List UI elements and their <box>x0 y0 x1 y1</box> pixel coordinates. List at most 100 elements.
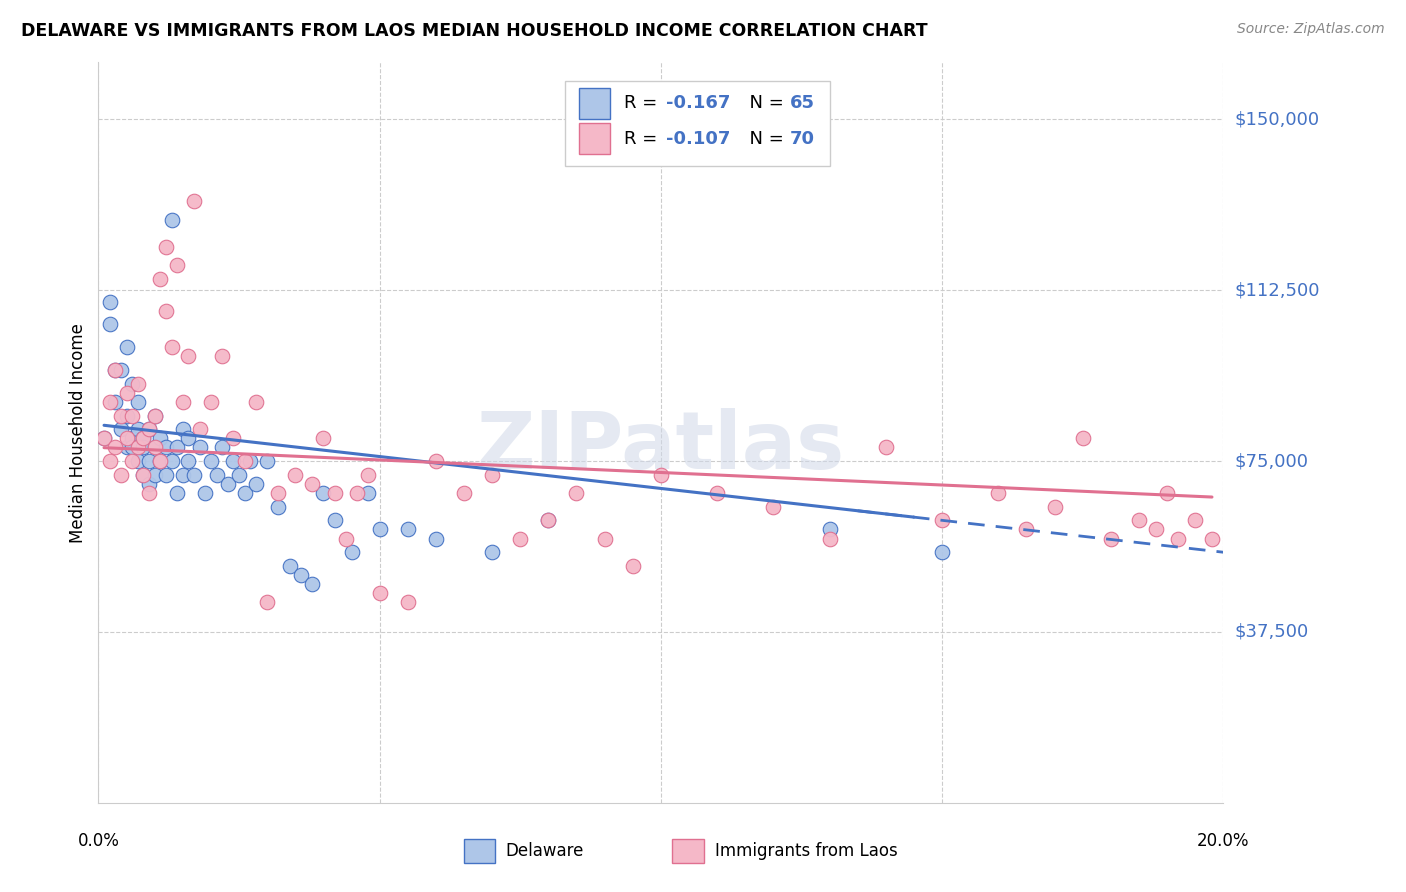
Point <box>132 431 155 445</box>
Point <box>166 441 188 455</box>
Text: $37,500: $37,500 <box>1234 623 1309 641</box>
Point <box>267 486 290 500</box>
Point <box>177 431 200 445</box>
Point <box>121 441 143 455</box>
Point <box>115 385 138 400</box>
Point <box>233 486 256 500</box>
Point <box>172 467 194 482</box>
Point <box>425 532 447 546</box>
Point <box>818 523 841 537</box>
Point <box>211 349 233 363</box>
Point <box>245 476 267 491</box>
Point <box>931 513 953 527</box>
Text: -0.107: -0.107 <box>666 129 731 148</box>
Text: 70: 70 <box>790 129 815 148</box>
Text: 0.0%: 0.0% <box>77 832 120 850</box>
Point <box>149 454 172 468</box>
Text: R =: R = <box>624 129 662 148</box>
Point <box>127 422 149 436</box>
Point <box>127 454 149 468</box>
Point <box>104 363 127 377</box>
Text: DELAWARE VS IMMIGRANTS FROM LAOS MEDIAN HOUSEHOLD INCOME CORRELATION CHART: DELAWARE VS IMMIGRANTS FROM LAOS MEDIAN … <box>21 22 928 40</box>
Point <box>987 486 1010 500</box>
Point <box>93 431 115 445</box>
Point <box>706 486 728 500</box>
Point <box>481 545 503 559</box>
Point <box>323 486 346 500</box>
Text: -0.167: -0.167 <box>666 95 731 112</box>
Text: $75,000: $75,000 <box>1234 452 1309 470</box>
FancyBboxPatch shape <box>672 839 703 863</box>
Point <box>200 454 222 468</box>
Point <box>312 431 335 445</box>
Point <box>931 545 953 559</box>
Point <box>323 513 346 527</box>
Point <box>357 486 380 500</box>
Point <box>228 467 250 482</box>
Text: Delaware: Delaware <box>506 842 583 860</box>
Point <box>357 467 380 482</box>
Point <box>115 409 138 423</box>
Y-axis label: Median Household Income: Median Household Income <box>69 323 87 542</box>
Point <box>267 500 290 514</box>
Text: $112,500: $112,500 <box>1234 281 1320 299</box>
Point <box>155 303 177 318</box>
Point <box>93 431 115 445</box>
Point <box>143 409 166 423</box>
Point <box>1099 532 1122 546</box>
Point <box>110 363 132 377</box>
Point <box>104 395 127 409</box>
Point <box>256 454 278 468</box>
Point <box>127 376 149 391</box>
Point <box>818 532 841 546</box>
Point <box>143 441 166 455</box>
Point <box>368 523 391 537</box>
Text: Immigrants from Laos: Immigrants from Laos <box>714 842 897 860</box>
Point <box>160 340 183 354</box>
Point <box>200 395 222 409</box>
Point <box>481 467 503 482</box>
Point <box>183 467 205 482</box>
Point <box>98 318 121 332</box>
Point <box>115 441 138 455</box>
Point <box>650 467 672 482</box>
Point <box>1156 486 1178 500</box>
Point <box>239 454 262 468</box>
Point <box>172 422 194 436</box>
Point <box>121 376 143 391</box>
Point <box>127 441 149 455</box>
Point <box>346 486 368 500</box>
Text: N =: N = <box>738 95 790 112</box>
Point <box>138 486 160 500</box>
Point <box>160 212 183 227</box>
Point <box>593 532 616 546</box>
Point <box>425 454 447 468</box>
Point <box>98 294 121 309</box>
Point <box>194 486 217 500</box>
Point <box>132 431 155 445</box>
FancyBboxPatch shape <box>579 87 610 119</box>
Point <box>1201 532 1223 546</box>
Point <box>278 558 301 573</box>
FancyBboxPatch shape <box>579 123 610 154</box>
Point <box>110 422 132 436</box>
Point <box>115 431 138 445</box>
Point <box>1144 523 1167 537</box>
Point <box>138 454 160 468</box>
Point <box>537 513 560 527</box>
Point <box>301 577 323 591</box>
Point <box>188 441 211 455</box>
Point <box>110 409 132 423</box>
Point <box>160 454 183 468</box>
Point <box>1071 431 1094 445</box>
Text: R =: R = <box>624 95 662 112</box>
Point <box>132 467 155 482</box>
Point <box>453 486 475 500</box>
Point <box>138 422 160 436</box>
Text: Source: ZipAtlas.com: Source: ZipAtlas.com <box>1237 22 1385 37</box>
Point <box>335 532 357 546</box>
Point <box>762 500 785 514</box>
Point <box>565 486 588 500</box>
Point <box>132 441 155 455</box>
Point <box>301 476 323 491</box>
